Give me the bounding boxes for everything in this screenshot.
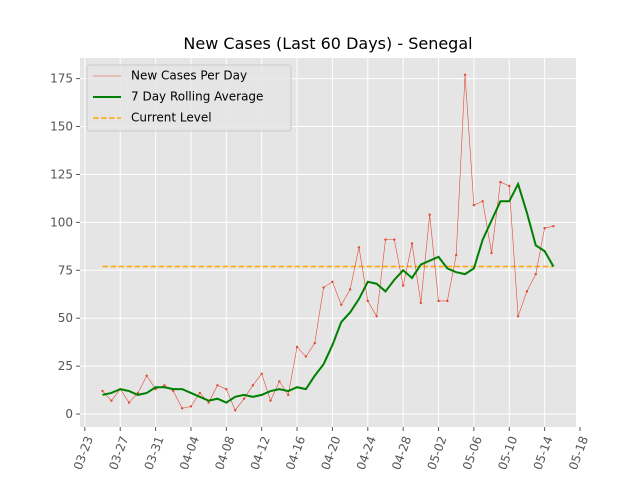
data-point	[375, 315, 378, 318]
data-point	[322, 286, 325, 289]
data-point	[534, 272, 537, 276]
x-tick-label: 03-23	[71, 434, 96, 472]
data-point	[437, 299, 440, 303]
data-point	[419, 301, 423, 305]
data-point	[110, 399, 113, 402]
data-point	[366, 299, 369, 303]
data-point	[225, 387, 228, 391]
data-point	[348, 288, 352, 291]
data-point	[101, 389, 104, 393]
x-tick-label: 05-02	[425, 434, 450, 472]
data-point	[145, 374, 148, 377]
x-tick-label: 05-18	[566, 434, 591, 472]
y-tick-label: 150	[50, 120, 73, 134]
series-line	[102, 181, 555, 404]
data-point	[189, 405, 193, 408]
data-point	[242, 397, 246, 400]
data-point	[543, 226, 546, 230]
legend-box	[86, 64, 292, 132]
y-tick-label: 50	[58, 311, 73, 325]
x-tick-label: 04-16	[283, 434, 308, 472]
data-point	[287, 393, 290, 397]
data-point	[233, 409, 237, 412]
y-tick-label: 100	[50, 215, 73, 229]
data-point	[357, 246, 361, 249]
chart-title: New Cases (Last 60 Days) - Senegal	[183, 34, 472, 53]
x-tick-label: 04-04	[177, 434, 202, 472]
x-tick-label: 05-10	[495, 434, 520, 472]
data-point	[172, 389, 175, 393]
data-point	[304, 355, 308, 358]
data-point	[180, 407, 184, 410]
data-point	[401, 284, 405, 287]
x-tick-label: 04-20	[318, 434, 343, 472]
data-point	[313, 341, 316, 345]
data-point	[481, 200, 484, 203]
data-point	[472, 203, 476, 207]
x-tick-label: 04-24	[354, 434, 379, 472]
data-point	[552, 225, 555, 228]
data-point	[295, 345, 299, 349]
y-tick-label: 25	[58, 359, 73, 373]
data-point	[393, 238, 396, 241]
y-tick-label: 125	[50, 167, 73, 181]
x-tick-label: 04-28	[389, 434, 414, 472]
data-point	[127, 401, 131, 404]
data-point	[331, 280, 334, 283]
data-point	[269, 399, 272, 402]
data-point	[278, 380, 281, 383]
series-line	[102, 74, 554, 411]
data-point	[499, 180, 502, 184]
y-tick-label: 75	[58, 263, 73, 277]
data-point	[454, 253, 458, 257]
data-point	[508, 184, 511, 188]
data-point	[463, 73, 467, 76]
x-tick-label: 03-31	[142, 434, 167, 472]
x-tick-label: 04-12	[248, 434, 273, 472]
data-point	[490, 251, 493, 255]
data-point	[384, 238, 387, 241]
data-point	[198, 391, 202, 395]
data-point	[516, 315, 520, 318]
data-point	[340, 303, 343, 306]
data-point	[216, 384, 219, 387]
x-tick-label: 05-06	[460, 434, 485, 472]
data-point	[428, 213, 431, 216]
data-point	[207, 401, 210, 404]
data-point	[410, 242, 414, 245]
x-tick-label: 05-14	[531, 434, 556, 472]
data-point	[260, 372, 263, 376]
data-point	[446, 299, 449, 303]
data-point	[251, 384, 255, 387]
legend-label: New Cases Per Day	[131, 69, 247, 83]
y-tick-label: 0	[65, 407, 73, 421]
data-point	[163, 384, 166, 387]
data-point	[525, 290, 529, 293]
y-tick-label: 175	[50, 72, 73, 86]
legend-label: Current Level	[131, 111, 212, 125]
x-tick-label: 03-27	[106, 434, 131, 472]
legend-label: 7 Day Rolling Average	[131, 90, 263, 104]
x-tick-label: 04-08	[212, 434, 237, 472]
